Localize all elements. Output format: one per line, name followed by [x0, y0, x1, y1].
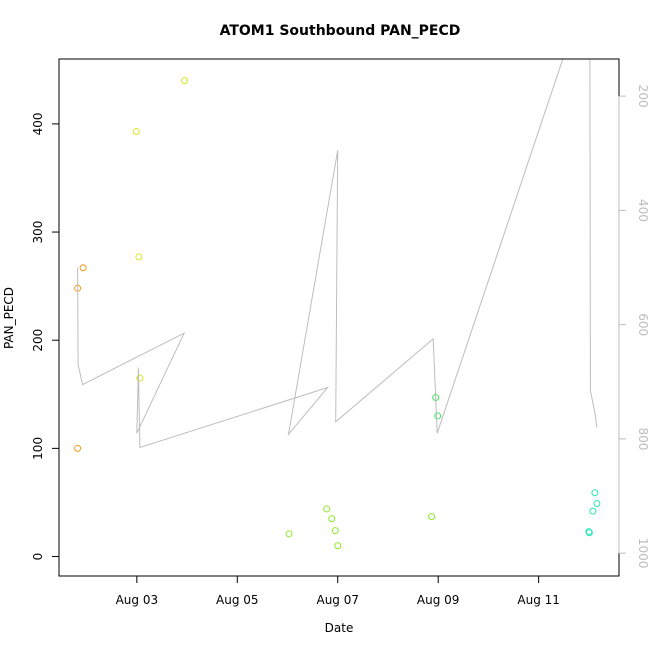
x-tick-label: Aug 07	[316, 593, 359, 607]
plot-frame	[58, 58, 620, 577]
y2-tick-label: 200	[636, 85, 650, 108]
y2-axis: 200 400 600 800 1000	[618, 85, 650, 569]
x-tick-label: Aug 09	[417, 593, 460, 607]
plot-area	[74, 59, 601, 550]
data-point-1-3	[181, 77, 189, 85]
y2-tick-label: 600	[636, 313, 650, 336]
y2-tick-label: 400	[636, 199, 650, 222]
x-tick-label: Aug 11	[517, 593, 560, 607]
y2-tick-label: 800	[636, 427, 650, 450]
y-tick-label: 300	[31, 221, 45, 244]
data-point-0-2	[74, 444, 82, 452]
data-point-1-2	[136, 374, 144, 382]
data-point-1-0	[132, 127, 140, 135]
data-point-4-4	[593, 500, 601, 508]
data-point-2-4	[334, 542, 342, 550]
x-axis: Aug 03 Aug 05 Aug 07 Aug 09 Aug 11	[116, 575, 560, 607]
data-point-1-1	[135, 253, 143, 261]
data-point-4-1	[585, 529, 593, 537]
data-point-2-5	[428, 513, 436, 521]
data-point-4-3	[591, 489, 599, 497]
y-tick-label: 100	[31, 437, 45, 460]
y-tick-label: 0	[31, 553, 45, 561]
data-point-3-1	[434, 412, 442, 420]
data-point-2-0	[285, 530, 293, 538]
data-point-2-3	[331, 527, 339, 535]
x-axis-label: Date	[325, 621, 354, 635]
data-point-2-1	[323, 505, 331, 513]
series-line-5	[77, 59, 598, 449]
y-tick-label: 400	[31, 112, 45, 135]
data-point-2-2	[328, 515, 336, 523]
y-axis: 0 100 200 300 400	[31, 112, 60, 561]
data-point-4-2	[589, 507, 597, 515]
y-axis-label: PAN_PECD	[2, 287, 16, 349]
y2-tick-label: 1000	[636, 538, 650, 569]
x-tick-label: Aug 05	[216, 593, 259, 607]
chart-title: ATOM1 Southbound PAN_PECD	[220, 23, 461, 39]
x-tick-label: Aug 03	[116, 593, 159, 607]
y-tick-label: 200	[31, 329, 45, 352]
data-point-0-1	[79, 264, 87, 272]
